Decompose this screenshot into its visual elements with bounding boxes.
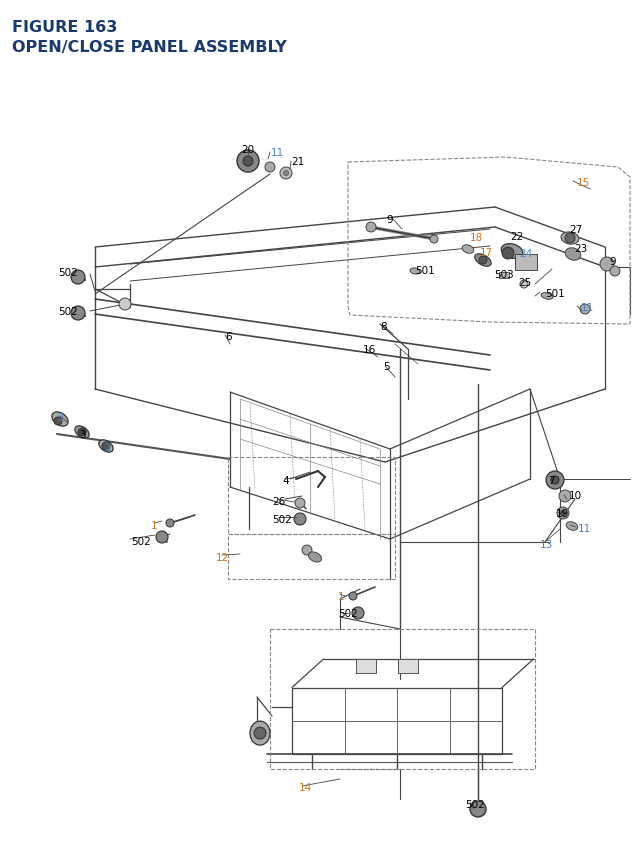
Text: 14: 14 bbox=[299, 782, 312, 792]
Circle shape bbox=[557, 507, 569, 519]
Text: 4: 4 bbox=[282, 475, 289, 486]
Text: 10: 10 bbox=[569, 491, 582, 500]
Text: 6: 6 bbox=[225, 331, 232, 342]
Text: 11: 11 bbox=[578, 523, 591, 533]
Text: 17: 17 bbox=[480, 248, 493, 257]
Text: FIGURE 163: FIGURE 163 bbox=[12, 20, 117, 35]
Circle shape bbox=[71, 307, 85, 320]
Circle shape bbox=[561, 511, 566, 516]
Circle shape bbox=[295, 499, 305, 508]
Text: 502: 502 bbox=[58, 307, 77, 317]
Text: 502: 502 bbox=[131, 536, 151, 547]
Text: 13: 13 bbox=[540, 539, 553, 549]
Text: 502: 502 bbox=[465, 799, 484, 809]
Text: 1: 1 bbox=[151, 520, 157, 530]
Circle shape bbox=[166, 519, 174, 528]
Text: 8: 8 bbox=[380, 322, 387, 331]
Text: 26: 26 bbox=[272, 497, 285, 506]
Text: 11: 11 bbox=[581, 303, 595, 313]
Text: 15: 15 bbox=[577, 177, 590, 188]
Circle shape bbox=[349, 592, 357, 600]
Bar bbox=[499, 273, 509, 279]
Circle shape bbox=[430, 236, 438, 244]
Ellipse shape bbox=[475, 255, 491, 267]
Text: 2: 2 bbox=[57, 412, 63, 423]
Text: 18: 18 bbox=[470, 232, 483, 243]
Text: 502: 502 bbox=[58, 268, 77, 278]
Ellipse shape bbox=[462, 245, 474, 254]
Text: 7: 7 bbox=[548, 475, 555, 486]
Circle shape bbox=[352, 607, 364, 619]
Circle shape bbox=[520, 281, 528, 288]
Text: 16: 16 bbox=[363, 344, 376, 355]
Bar bbox=[355, 660, 376, 673]
Circle shape bbox=[254, 728, 266, 740]
Circle shape bbox=[119, 299, 131, 311]
Ellipse shape bbox=[52, 412, 68, 427]
Text: 22: 22 bbox=[510, 232, 524, 242]
Circle shape bbox=[280, 168, 292, 180]
Ellipse shape bbox=[501, 245, 523, 259]
Text: OPEN/CLOSE PANEL ASSEMBLY: OPEN/CLOSE PANEL ASSEMBLY bbox=[12, 40, 287, 55]
Circle shape bbox=[600, 257, 614, 272]
Circle shape bbox=[284, 171, 289, 177]
Circle shape bbox=[551, 476, 559, 485]
Ellipse shape bbox=[561, 232, 579, 245]
Ellipse shape bbox=[99, 440, 113, 453]
Text: 1: 1 bbox=[338, 592, 344, 601]
Text: 23: 23 bbox=[574, 244, 588, 254]
Text: 503: 503 bbox=[494, 269, 514, 280]
Text: 2: 2 bbox=[104, 443, 111, 453]
Bar bbox=[397, 660, 417, 673]
Text: 12: 12 bbox=[216, 553, 229, 562]
Text: 9: 9 bbox=[387, 214, 394, 225]
Circle shape bbox=[546, 472, 564, 489]
Ellipse shape bbox=[250, 722, 270, 746]
Circle shape bbox=[366, 223, 376, 232]
Text: 24: 24 bbox=[519, 249, 532, 258]
Text: 502: 502 bbox=[338, 608, 358, 618]
Ellipse shape bbox=[75, 426, 89, 438]
Bar bbox=[515, 255, 537, 270]
Text: 11: 11 bbox=[271, 148, 284, 158]
Circle shape bbox=[502, 248, 514, 260]
Text: 501: 501 bbox=[415, 266, 435, 276]
Text: 3: 3 bbox=[79, 430, 86, 439]
Circle shape bbox=[102, 443, 110, 450]
Text: 19: 19 bbox=[556, 508, 569, 518]
Circle shape bbox=[580, 305, 590, 314]
Text: 5: 5 bbox=[383, 362, 390, 372]
Ellipse shape bbox=[565, 249, 580, 261]
Ellipse shape bbox=[308, 552, 322, 562]
Text: 27: 27 bbox=[569, 225, 582, 235]
Circle shape bbox=[243, 157, 253, 167]
Circle shape bbox=[71, 270, 85, 285]
Circle shape bbox=[559, 491, 571, 503]
Circle shape bbox=[610, 267, 620, 276]
Text: 9: 9 bbox=[609, 257, 616, 267]
Text: 502: 502 bbox=[272, 514, 292, 524]
Text: 25: 25 bbox=[518, 278, 531, 288]
Circle shape bbox=[78, 429, 86, 437]
Circle shape bbox=[294, 513, 306, 525]
Text: 21: 21 bbox=[291, 157, 304, 167]
Circle shape bbox=[54, 418, 62, 425]
Circle shape bbox=[470, 801, 486, 817]
Circle shape bbox=[565, 233, 575, 244]
Circle shape bbox=[479, 257, 487, 264]
Circle shape bbox=[265, 163, 275, 173]
Text: 501: 501 bbox=[545, 288, 564, 299]
Circle shape bbox=[156, 531, 168, 543]
Circle shape bbox=[237, 151, 259, 173]
Ellipse shape bbox=[410, 269, 420, 275]
Ellipse shape bbox=[541, 294, 553, 300]
Text: 20: 20 bbox=[241, 145, 255, 155]
Circle shape bbox=[302, 545, 312, 555]
Ellipse shape bbox=[566, 522, 578, 530]
